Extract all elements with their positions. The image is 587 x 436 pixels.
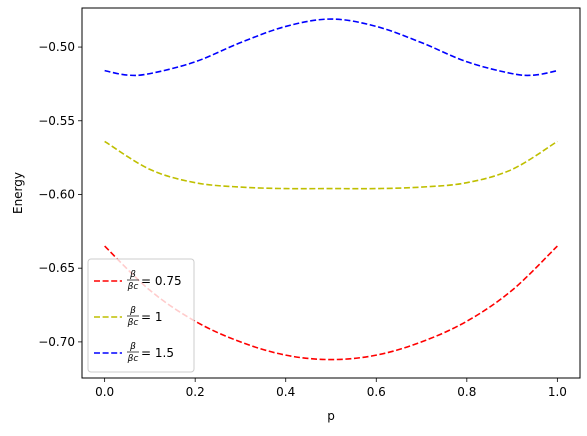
x-tick-label: 0.6 (367, 385, 386, 399)
x-tick-label: 0.8 (457, 385, 476, 399)
legend-fraction-numerator: β (129, 306, 136, 316)
legend-label-0: = 0.75 (141, 274, 182, 288)
legend-fraction-denominator: βc (127, 354, 139, 364)
y-tick-label: −0.50 (38, 40, 75, 54)
legend-label-1: = 1 (141, 310, 163, 324)
legend-fraction-denominator: βc (127, 318, 139, 328)
series-line-1 (104, 140, 558, 190)
x-axis: 0.0 0.2 0.4 0.6 0.8 1.0 (95, 378, 567, 399)
y-axis-label: Energy (11, 172, 25, 214)
y-tick-label: −0.55 (38, 114, 75, 128)
legend-label-2: = 1.5 (141, 346, 174, 360)
legend-fraction-numerator: β (129, 342, 136, 352)
plot-frame (81, 7, 581, 379)
series-line-0 (104, 245, 558, 361)
y-tick-label: −0.60 (38, 187, 75, 201)
x-axis-label: p (327, 409, 335, 423)
legend-fraction-denominator: βc (127, 282, 139, 292)
y-axis: −0.70 −0.65 −0.60 −0.55 −0.50 (38, 40, 82, 349)
x-tick-label: 1.0 (548, 385, 567, 399)
x-tick-label: 0.4 (276, 385, 295, 399)
legend-fraction-numerator: β (129, 270, 136, 280)
series-line-2 (104, 18, 558, 77)
y-tick-label: −0.65 (38, 261, 75, 275)
x-tick-label: 0.2 (186, 385, 205, 399)
legend-box (87, 258, 195, 373)
x-tick-label: 0.0 (95, 385, 114, 399)
y-tick-label: −0.70 (38, 335, 75, 349)
series-layer (104, 18, 558, 361)
